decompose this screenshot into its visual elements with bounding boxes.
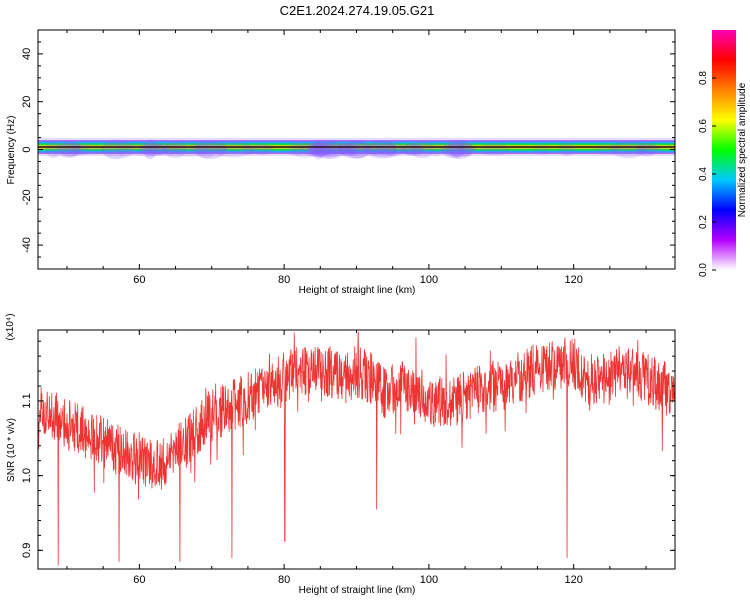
band-blob bbox=[610, 140, 647, 159]
band-blob bbox=[446, 140, 473, 159]
band-blob bbox=[314, 140, 343, 159]
band-blob bbox=[410, 140, 434, 159]
band-blob bbox=[291, 141, 319, 158]
spectrogram-panel: 60 80 100 120 40 20 0 -20 -40 Height of straight… bbox=[6, 29, 676, 296]
band-blob bbox=[558, 142, 576, 157]
band-blob bbox=[311, 139, 326, 160]
band-blob bbox=[310, 140, 350, 159]
band-blob bbox=[457, 141, 475, 158]
band-blob bbox=[428, 142, 443, 157]
figure-title: C2E1.2024.274.19.05.G21 bbox=[280, 3, 435, 18]
band-blob bbox=[115, 142, 134, 157]
band-blob bbox=[362, 140, 398, 159]
band-blob bbox=[126, 142, 167, 157]
band-blob bbox=[143, 139, 157, 160]
band-blob bbox=[401, 143, 426, 156]
band-blob bbox=[45, 141, 62, 158]
band-blob bbox=[56, 141, 81, 158]
band-blob bbox=[339, 140, 371, 159]
band-blob bbox=[449, 142, 464, 157]
band-blob bbox=[345, 140, 371, 159]
band-blob bbox=[242, 144, 256, 155]
colorbar-tick-label: 0.0 bbox=[698, 263, 709, 277]
band-blob bbox=[337, 142, 357, 157]
colorbar-tick-label: 0.4 bbox=[698, 167, 709, 181]
band-blob bbox=[163, 141, 187, 158]
spectrogram-xtick-label: 100 bbox=[420, 274, 438, 286]
band-blob bbox=[102, 139, 128, 160]
band-blob bbox=[139, 143, 171, 156]
band-blob bbox=[442, 140, 465, 159]
spectrogram-xtick-label: 120 bbox=[564, 274, 582, 286]
spectrogram-ticks: 60 80 100 120 40 20 0 -20 -40 bbox=[21, 29, 675, 286]
band-blob bbox=[299, 142, 336, 157]
band-blob bbox=[213, 141, 252, 158]
snr-ylabel: SNR (10 * v/v) bbox=[6, 418, 17, 482]
colorbar-tick-label: 0.2 bbox=[698, 215, 709, 229]
band-blob bbox=[593, 144, 622, 155]
colorbar-label: Normalized spectral amplitude bbox=[737, 82, 748, 217]
snr-xtick-label: 80 bbox=[278, 574, 290, 586]
band-blob bbox=[306, 141, 330, 158]
spectrogram-ytick-label: -20 bbox=[21, 189, 33, 205]
band-blob bbox=[286, 142, 305, 157]
snr-series-line bbox=[38, 331, 675, 566]
colorbar: 0.0 0.2 0.4 0.6 0.8 Normalized spectral ampl… bbox=[698, 30, 748, 277]
spectrogram-xtick-label: 80 bbox=[278, 274, 290, 286]
band-blob bbox=[309, 142, 342, 157]
band-blob bbox=[636, 144, 663, 155]
colorbar-gradient bbox=[712, 30, 736, 270]
band-blob bbox=[171, 142, 209, 157]
band-blob bbox=[384, 142, 398, 157]
band-blob bbox=[479, 143, 510, 156]
spectrogram-xlabel: Height of straight line (km) bbox=[299, 285, 416, 296]
spectrogram-ytick-label: 0 bbox=[21, 146, 33, 152]
band-blob bbox=[346, 143, 360, 156]
spectrogram-ytick-label: 20 bbox=[21, 96, 33, 108]
colorbar-tick-label: 0.8 bbox=[698, 71, 709, 85]
snr-xlabel: Height of straight line (km) bbox=[299, 585, 416, 596]
snr-xtick-label: 60 bbox=[133, 574, 145, 586]
band-blob bbox=[100, 140, 135, 159]
band-blob bbox=[449, 141, 466, 158]
band-blob bbox=[533, 143, 550, 156]
snr-ytick-label: 1.0 bbox=[21, 468, 33, 483]
band-blob bbox=[59, 142, 83, 157]
band-blob bbox=[635, 142, 657, 157]
spectrogram-ytick-label: -40 bbox=[21, 237, 33, 253]
snr-xtick-label: 120 bbox=[564, 574, 582, 586]
spectral-band-blobs bbox=[45, 139, 663, 160]
snr-xtick-label: 100 bbox=[420, 574, 438, 586]
spectrogram-xtick-label: 60 bbox=[133, 274, 145, 286]
snr-ytick-label: 0.9 bbox=[21, 543, 33, 558]
band-blob bbox=[310, 141, 347, 158]
colorbar-ticks: 0.0 0.2 0.4 0.6 0.8 bbox=[698, 71, 716, 277]
band-blob bbox=[196, 140, 216, 159]
colorbar-tick-label: 0.6 bbox=[698, 119, 709, 133]
snr-panel: 60 80 100 120 0.9 1.0 1.1 (x10⁴) Height of str… bbox=[5, 313, 676, 596]
spectrogram-ylabel: Frequency (Hz) bbox=[6, 116, 17, 185]
band-blob bbox=[193, 140, 227, 159]
band-blob bbox=[152, 142, 179, 157]
snr-multiplier: (x10⁴) bbox=[5, 313, 16, 340]
spectrogram-ytick-label: 40 bbox=[21, 48, 33, 60]
snr-ytick-label: 1.1 bbox=[21, 393, 33, 408]
snr-ticks: 60 80 100 120 0.9 1.0 1.1 bbox=[21, 330, 675, 586]
band-blob bbox=[365, 141, 406, 158]
